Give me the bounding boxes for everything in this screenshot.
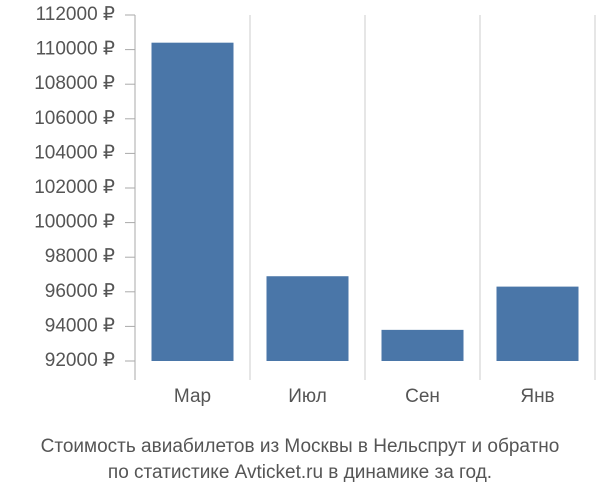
y-tick-label: 94000 ₽ [45,315,115,336]
y-tick-label: 98000 ₽ [45,246,115,267]
x-tick-label: Янв [520,386,554,407]
chart-title: Стоимость авиабилетов из Москвы в Нельсп… [41,436,560,457]
bar [266,276,349,361]
y-tick-label: 112000 ₽ [36,4,115,25]
y-tick-label: 106000 ₽ [34,108,115,129]
chart-title: по статистике Avticket.ru в динамике за … [108,462,492,483]
y-tick-label: 108000 ₽ [34,73,115,94]
bar [381,329,464,361]
y-tick-label: 92000 ₽ [45,350,115,371]
y-tick-label: 104000 ₽ [34,142,115,163]
bar [151,42,234,362]
x-tick-label: Мар [174,386,211,407]
y-tick-label: 100000 ₽ [34,212,115,233]
y-tick-label: 102000 ₽ [34,177,115,198]
x-tick-label: Июл [288,386,327,407]
x-tick-label: Сен [405,386,440,407]
y-tick-label: 110000 ₽ [36,39,115,60]
bar [496,286,579,361]
y-tick-label: 96000 ₽ [45,281,115,302]
